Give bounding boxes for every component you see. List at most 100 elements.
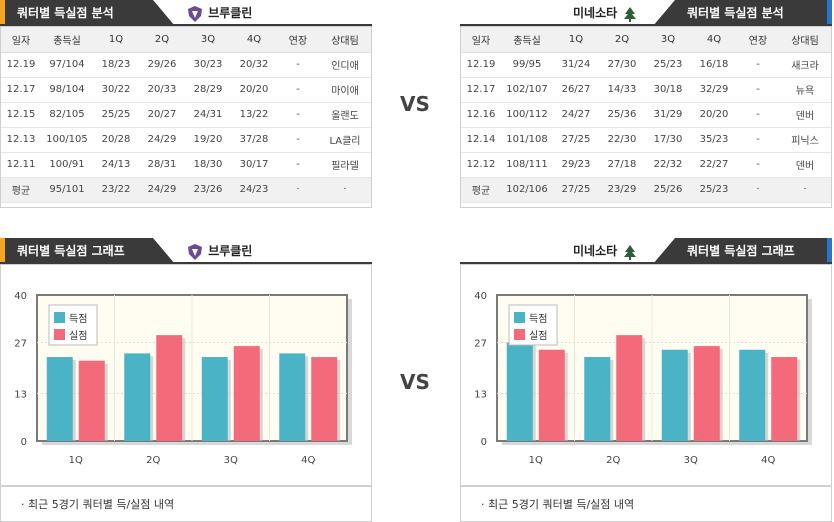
table-cell: - <box>737 102 779 128</box>
left-graph-panel: 쿼터별 득실점 그래프 브루클린 0 13 27 40 1Q 2Q 3Q 4Q 득점 실점 · 최… <box>0 238 372 522</box>
left-graph-title-tab <box>153 238 175 264</box>
vs-label-top: VS <box>400 92 430 116</box>
table-cell: 25/23 <box>645 52 691 78</box>
legend-swatch <box>54 312 65 323</box>
table-cell: 20/32 <box>231 52 277 78</box>
table-cell: 12.16 <box>461 102 501 128</box>
table-cell: 12.13 <box>1 127 41 153</box>
right-stats-title-tab <box>653 0 675 26</box>
table-cell: 24/29 <box>139 177 185 203</box>
x-tick-label: 3Q <box>224 455 238 466</box>
bar-scored <box>124 353 151 441</box>
bar-allowed <box>771 357 798 441</box>
table-cell: - <box>737 152 779 178</box>
table-cell: · <box>737 177 779 203</box>
nets-shield-icon <box>188 5 202 22</box>
right-stats-accent <box>827 0 832 26</box>
y-tick-label: 27 <box>14 338 27 349</box>
right-graph-title: 쿼터별 득실점 그래프 <box>675 238 827 264</box>
legend-swatch <box>54 329 65 340</box>
average-row: 평균 102/106 27/25 23/29 25/26 25/23 · · <box>461 177 831 203</box>
table-cell: 35/23 <box>691 127 737 153</box>
table-cell: - <box>737 52 779 78</box>
column-header: 2Q <box>139 27 185 53</box>
table-cell: 14/33 <box>599 77 645 103</box>
table-cell: 12.17 <box>461 77 501 103</box>
column-header: 3Q <box>645 27 691 53</box>
table-cell: 25/23 <box>691 177 737 203</box>
table-cell: 20/20 <box>231 77 277 103</box>
x-tick-label: 1Q <box>69 455 83 466</box>
table-cell: 27/25 <box>553 127 599 153</box>
right-stats-title: 쿼터별 득실점 분석 <box>675 0 827 26</box>
table-row: 12.11 100/91 24/13 28/31 18/30 30/17- 필라델 <box>1 152 371 178</box>
table-cell: 82/105 <box>41 102 93 128</box>
column-header: 일자 <box>1 27 41 53</box>
wolves-tree-icon <box>624 6 637 22</box>
wolves-tree-icon <box>624 244 637 260</box>
table-row: 12.13 100/105 20/28 24/29 19/20 37/28- LA클리 <box>1 127 371 153</box>
table-cell: 32/29 <box>691 77 737 103</box>
left-stats-title-tab <box>153 0 175 26</box>
right-graph-header-line <box>460 262 832 264</box>
left-table-frame <box>0 26 372 208</box>
table-cell: 98/104 <box>41 77 93 103</box>
table-cell: - <box>277 152 319 178</box>
table-cell: 31/24 <box>553 52 599 78</box>
table-cell: 29/23 <box>553 152 599 178</box>
table-cell: 102/107 <box>501 77 553 103</box>
average-row: 평균 95/101 23/22 24/29 23/26 24/23 · · <box>1 177 371 203</box>
table-cell: 평균 <box>1 177 41 203</box>
table-cell: 100/105 <box>41 127 93 153</box>
table-cell: - <box>277 102 319 128</box>
table-cell: 25/25 <box>93 102 139 128</box>
table-cell: 37/28 <box>231 127 277 153</box>
table-cell: 24/31 <box>185 102 231 128</box>
table-cell: 20/27 <box>139 102 185 128</box>
table-cell: 27/30 <box>599 52 645 78</box>
column-header: 4Q <box>691 27 737 53</box>
left-stats-table: 일자 총득실 1Q 2Q 3Q 4Q 연장 상대팀 12.19 97/104 18/23 29/26 3… <box>1 27 371 203</box>
table-cell: 27/18 <box>599 152 645 178</box>
table-cell: 22/30 <box>599 127 645 153</box>
table-cell: 30/17 <box>231 152 277 178</box>
column-header: 2Q <box>599 27 645 53</box>
left-stats-panel: 쿼터별 득실점 분석 브루클린 일자 총득실 1Q 2Q 3Q 4Q 연장 상대팀 12.19 9… <box>0 0 372 208</box>
table-cell: 28/29 <box>185 77 231 103</box>
table-cell: 24/23 <box>231 177 277 203</box>
table-cell: 29/26 <box>139 52 185 78</box>
bar-allowed <box>156 335 183 441</box>
legend-label: 득점 <box>529 313 547 325</box>
table-cell: 30/18 <box>645 77 691 103</box>
table-cell: 17/30 <box>645 127 691 153</box>
table-header-row: 일자 총득실 1Q 2Q 3Q 4Q 연장 상대팀 <box>1 27 371 53</box>
right-chart-footnote: · 최근 5경기 쿼터별 득/실점 내역 <box>460 486 832 522</box>
table-cell: 20/33 <box>139 77 185 103</box>
table-row: 12.16 100/112 24/27 25/36 31/29 20/20- 덴버 <box>461 102 831 128</box>
y-tick-label: 27 <box>474 338 487 349</box>
column-header: 3Q <box>185 27 231 53</box>
right-graph-title-tab <box>653 238 675 264</box>
table-cell: 18/30 <box>185 152 231 178</box>
legend-swatch <box>514 329 525 340</box>
table-cell: 28/31 <box>139 152 185 178</box>
table-cell: 22/32 <box>645 152 691 178</box>
table-cell: 새크라 <box>779 52 831 78</box>
table-cell: 마이애 <box>319 77 371 103</box>
legend-label: 실점 <box>529 330 547 342</box>
y-tick-label: 40 <box>14 291 27 302</box>
table-cell: - <box>737 127 779 153</box>
table-cell: 12.11 <box>1 152 41 178</box>
right-stats-header-line <box>460 24 832 26</box>
table-cell: - <box>277 52 319 78</box>
table-cell: 인디애 <box>319 52 371 78</box>
table-cell: 12.14 <box>461 127 501 153</box>
right-team-name: 미네소타 <box>573 6 618 20</box>
left-stats-header-line <box>0 24 372 26</box>
table-cell: 19/20 <box>185 127 231 153</box>
table-cell: 24/29 <box>139 127 185 153</box>
table-header-row: 일자 총득실 1Q 2Q 3Q 4Q 연장 상대팀 <box>461 27 831 53</box>
table-cell: 16/18 <box>691 52 737 78</box>
nets-shield-icon <box>188 243 202 260</box>
